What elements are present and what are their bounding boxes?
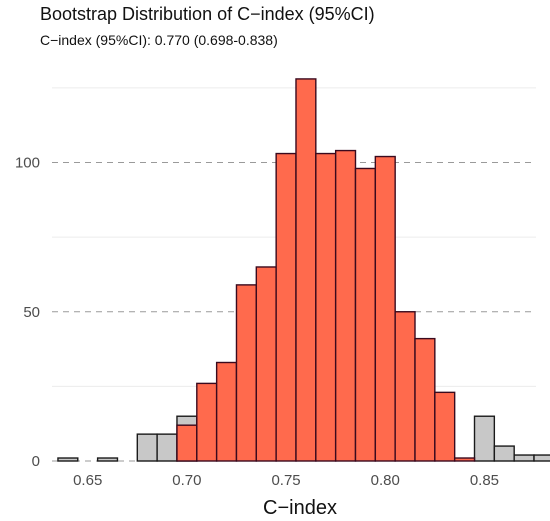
y-tick-label: 50 [23,304,40,321]
histogram-bar-inside-ci [295,78,317,462]
histogram-bar-outside-ci [493,445,515,462]
histogram-bar-inside-ci [414,337,436,462]
histogram-bar-inside-ci [176,424,198,462]
histogram-bar-inside-ci [394,311,416,462]
x-tick-label: 0.85 [470,472,499,489]
histogram-bar-outside-ci [533,454,550,462]
histogram-bar-inside-ci [453,457,476,462]
histogram-bar-inside-ci [275,152,297,462]
histogram-bar-inside-ci [374,155,396,462]
histogram-bar-inside-ci [255,266,277,462]
histogram-bar-outside-ci [96,457,119,462]
histogram-bar-inside-ci [434,391,456,462]
histogram-bar-outside-ci [156,433,178,462]
bar-layer [57,78,550,462]
histogram-bar-outside-ci [57,457,79,462]
chart-subtitle: C−index (95%CI): 0.770 (0.698-0.838) [40,32,278,48]
tick-layer: 0 50 100 0.65 0.70 0.75 0.80 0.85 [15,155,499,489]
x-tick-label: 0.75 [271,472,300,489]
histogram-bar-outside-ci [136,433,158,462]
x-axis-title: C−index [263,497,337,519]
y-tick-label: 0 [32,453,40,470]
x-tick-label: 0.70 [172,472,201,489]
histogram-bar-outside-ci [513,454,535,462]
histogram-bar-outside-ci [473,415,496,462]
histogram-bar-inside-ci [315,152,337,462]
histogram-bar-inside-ci [215,361,238,462]
chart-title: Bootstrap Distribution of C−index (95%CI… [40,4,375,24]
x-tick-label: 0.65 [73,472,102,489]
histogram-bar-inside-ci [334,149,357,462]
x-tick-label: 0.80 [371,472,400,489]
histogram-bar-inside-ci [196,382,218,462]
histogram-bar-inside-ci [354,167,377,462]
histogram-bar-inside-ci [235,284,258,462]
y-tick-label: 100 [15,155,40,172]
